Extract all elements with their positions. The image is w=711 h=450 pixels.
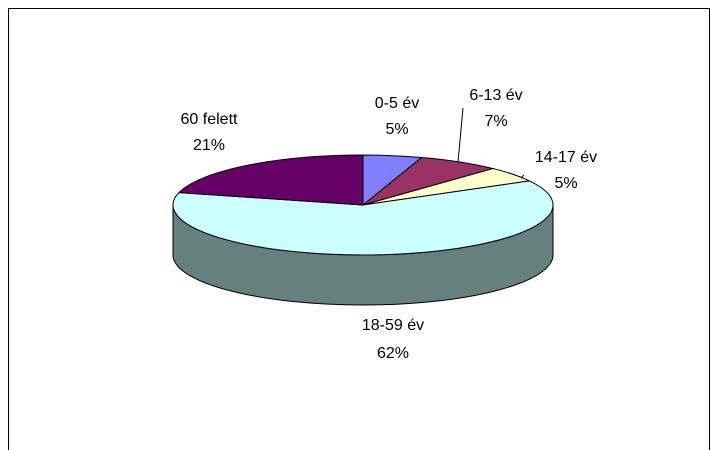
data-label-category: 18-59 év xyxy=(362,317,424,334)
leader-lines xyxy=(457,107,525,179)
data-label-category: 14-17 év xyxy=(535,149,597,166)
pie-slice-18-59-év xyxy=(172,180,554,256)
data-label-percent: 7% xyxy=(484,113,507,130)
data-label-percent: 21% xyxy=(193,137,225,154)
data-label-category: 6-13 év xyxy=(469,87,522,104)
data-labels: 0-5 év 5% 6-13 év 7% 14-17 év 5% 18-59 év 62% 60… xyxy=(181,87,598,362)
data-label-percent: 62% xyxy=(377,345,409,362)
leader-line-6-13-év xyxy=(457,107,464,163)
pie-tops xyxy=(172,154,554,256)
data-label-category: 0-5 év xyxy=(375,95,419,112)
pie-slice-60-felett xyxy=(177,154,364,206)
data-label-percent: 5% xyxy=(385,121,408,138)
leader-line-14-17-év xyxy=(520,174,525,179)
data-label-percent: 5% xyxy=(554,175,577,192)
data-label-category: 60 felett xyxy=(181,111,238,128)
